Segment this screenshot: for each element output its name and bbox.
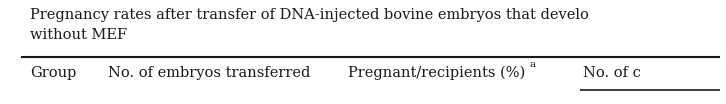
Text: Pregnant/recipients (%): Pregnant/recipients (%) xyxy=(348,66,525,80)
Text: Pregnancy rates after transfer of DNA-injected bovine embryos that develo: Pregnancy rates after transfer of DNA-in… xyxy=(30,8,589,22)
Text: Group: Group xyxy=(30,66,76,80)
Text: without MEF: without MEF xyxy=(30,28,127,42)
Text: No. of embryos transferred: No. of embryos transferred xyxy=(108,66,311,80)
Text: No. of c: No. of c xyxy=(583,66,641,80)
Text: a: a xyxy=(530,60,536,69)
